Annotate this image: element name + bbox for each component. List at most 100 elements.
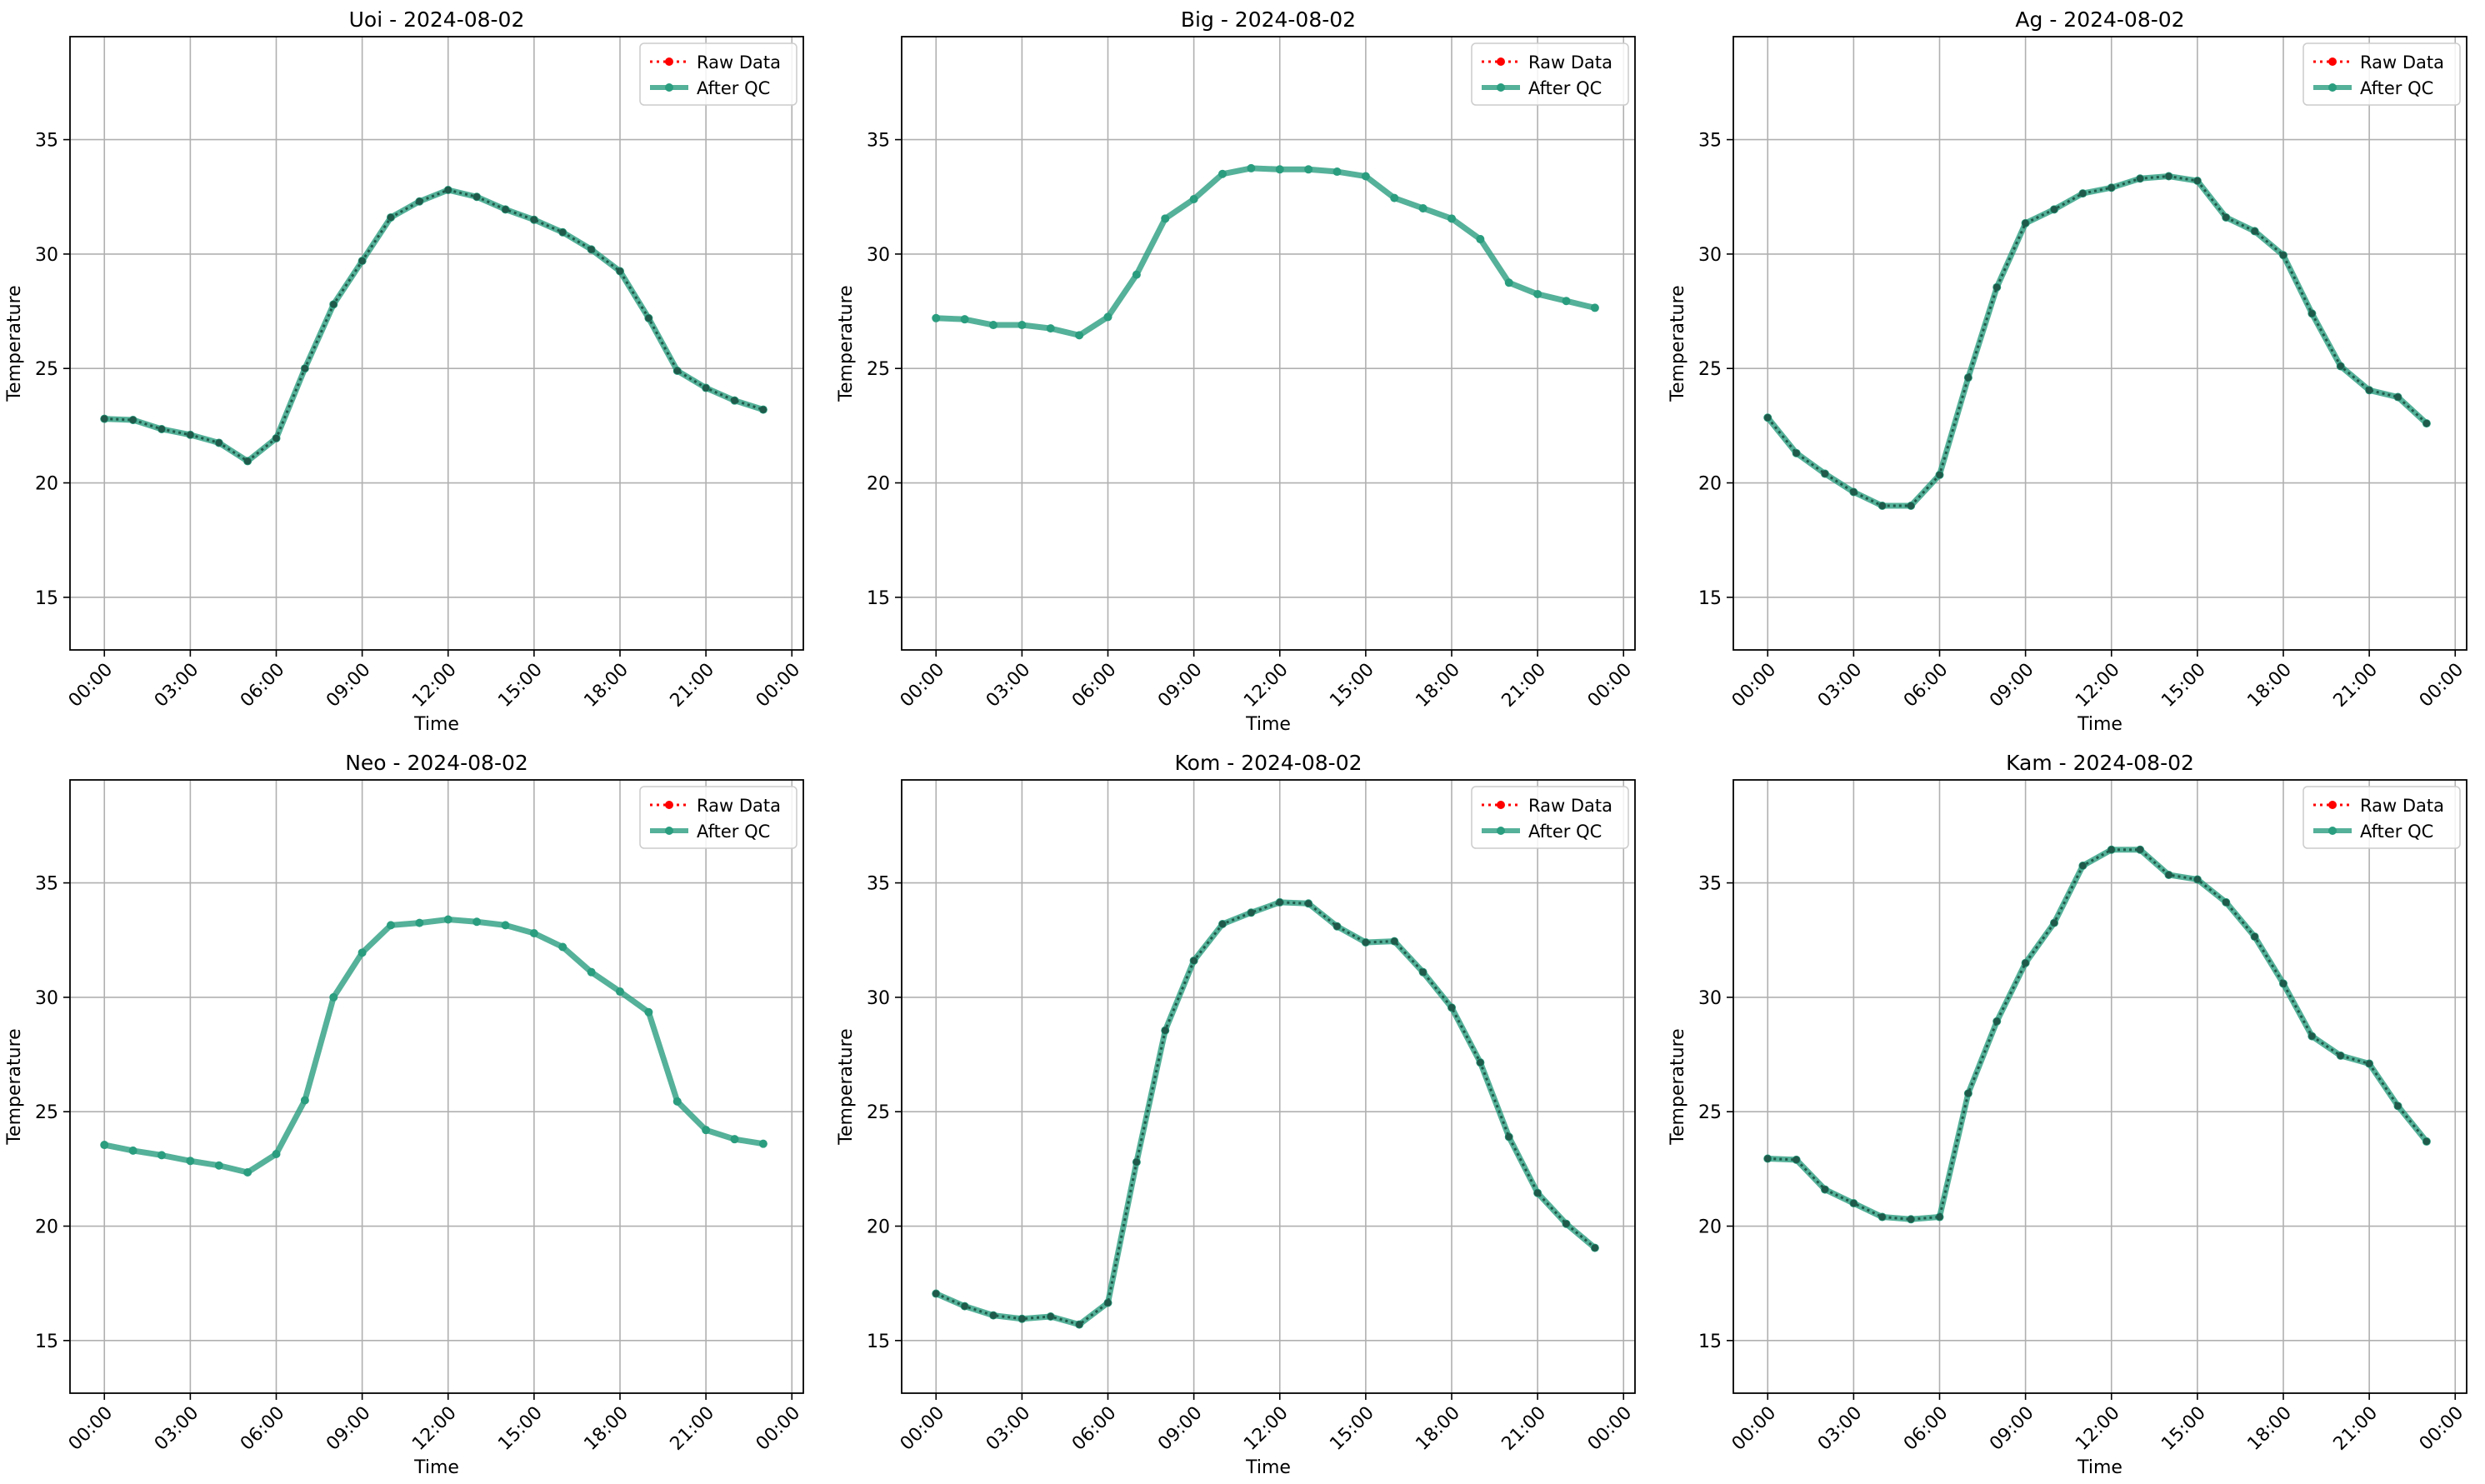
point-raw-data [243, 457, 252, 465]
y-tick-label: 15 [867, 1332, 890, 1352]
y-tick-label: 30 [35, 245, 58, 266]
point-raw-data [2279, 252, 2288, 259]
point-raw-data [387, 213, 395, 222]
point-raw-data [1850, 1199, 1858, 1207]
point-raw-data [1419, 968, 1427, 976]
legend-raw-label: Raw Data [1528, 796, 1612, 816]
y-axis-label: Temperature [4, 1028, 25, 1145]
point-raw-data [2337, 362, 2344, 370]
x-tick-label: 09:00 [1154, 659, 1207, 712]
point-raw-data [2308, 310, 2316, 317]
point-after-qc [1304, 165, 1313, 174]
point-raw-data [1936, 1213, 1943, 1221]
legend-raw-marker [665, 801, 673, 809]
point-after-qc [529, 929, 538, 937]
chart-title: Big - 2024-08-02 [1181, 7, 1356, 32]
point-raw-data [2136, 175, 2144, 182]
point-raw-data [2193, 177, 2202, 185]
y-tick-label: 35 [35, 131, 58, 152]
y-axis-label: Temperature [836, 1028, 857, 1145]
x-tick-label: 12:00 [408, 659, 461, 712]
series-line-after-qc [1764, 847, 2430, 1222]
point-raw-data [1993, 283, 2001, 291]
x-tick-label: 09:00 [322, 659, 375, 712]
axes-frame [1732, 779, 2468, 1394]
grid [1733, 780, 2467, 1393]
point-after-qc [1476, 235, 1485, 244]
legend-raw-label: Raw Data [697, 796, 781, 816]
point-after-qc [243, 1167, 252, 1177]
point-raw-data [358, 257, 366, 265]
legend-raw-label: Raw Data [1528, 52, 1612, 72]
point-raw-data [1448, 1004, 1456, 1012]
x-tick-label: 18:00 [1412, 1402, 1464, 1455]
point-raw-data [129, 416, 137, 424]
point-raw-data [301, 365, 309, 372]
point-raw-data [1821, 470, 1829, 477]
series-line-after-qc [932, 899, 1598, 1328]
point-after-qc [932, 313, 941, 322]
axes-frame [901, 779, 1636, 1394]
x-tick-label: 03:00 [151, 1402, 203, 1455]
x-tick-label: 12:00 [2072, 659, 2124, 712]
point-raw-data [1821, 1186, 1829, 1193]
point-raw-data [2365, 1060, 2373, 1067]
x-tick-label: 03:00 [1814, 1402, 1867, 1455]
point-raw-data [645, 314, 652, 322]
x-axis-label: Time [413, 1457, 459, 1478]
x-tick-label: 00:00 [2416, 1402, 2468, 1455]
point-raw-data [961, 1302, 968, 1310]
point-raw-data [2365, 387, 2373, 394]
series-line-after-qc [101, 917, 767, 1176]
legend-raw-marker [2328, 801, 2337, 809]
y-tick-label: 35 [867, 131, 890, 152]
point-after-qc [1247, 163, 1256, 172]
x-tick-label: 21:00 [1498, 659, 1551, 712]
point-raw-data [731, 397, 738, 404]
y-tick-label: 20 [867, 474, 890, 495]
x-tick-label: 06:00 [237, 659, 289, 712]
legend-qc-marker [665, 827, 673, 835]
point-raw-data [1907, 1216, 1915, 1223]
point-raw-data [2422, 419, 2431, 427]
point-raw-data [2022, 219, 2029, 227]
point-raw-data [2108, 846, 2115, 853]
chart-title: Neo - 2024-08-02 [345, 751, 528, 775]
point-after-qc [158, 1151, 166, 1160]
x-tick-label: 18:00 [580, 1402, 632, 1455]
y-tick-label: 15 [1698, 1332, 1722, 1352]
x-tick-label: 06:00 [1068, 1402, 1121, 1455]
point-raw-data [2022, 959, 2029, 967]
y-tick-label: 25 [867, 1102, 890, 1123]
series-line-after-qc [101, 187, 767, 464]
point-raw-data [1075, 1321, 1083, 1328]
y-tick-label: 25 [1698, 359, 1722, 380]
point-after-qc [672, 1097, 682, 1106]
point-after-qc [758, 1139, 768, 1148]
y-tick-label: 20 [1698, 474, 1722, 495]
y-tick-label: 25 [1698, 1102, 1722, 1123]
point-after-qc [100, 1141, 109, 1150]
x-tick-label: 03:00 [982, 1402, 1035, 1455]
legend-qc-marker [1497, 83, 1505, 92]
x-tick-label: 00:00 [65, 1402, 118, 1455]
point-raw-data [187, 431, 194, 439]
x-tick-label: 00:00 [1728, 1402, 1781, 1455]
x-axis-label: Time [1245, 1457, 1291, 1478]
point-raw-data [2050, 919, 2058, 927]
x-tick-label: 03:00 [1814, 659, 1867, 712]
grid [70, 37, 803, 650]
legend-qc-label: After QC [2360, 78, 2433, 98]
point-after-qc [1275, 165, 1284, 174]
point-after-qc [1533, 289, 1542, 298]
y-tick-label: 35 [1698, 874, 1722, 895]
x-tick-label: 12:00 [408, 1402, 461, 1455]
point-raw-data [2394, 393, 2402, 401]
point-after-qc [960, 315, 969, 324]
x-tick-label: 00:00 [1584, 659, 1637, 712]
legend-qc-marker [665, 83, 673, 92]
legend: Raw Data After QC [639, 786, 798, 849]
point-raw-data [2136, 846, 2144, 853]
point-after-qc [387, 921, 395, 930]
